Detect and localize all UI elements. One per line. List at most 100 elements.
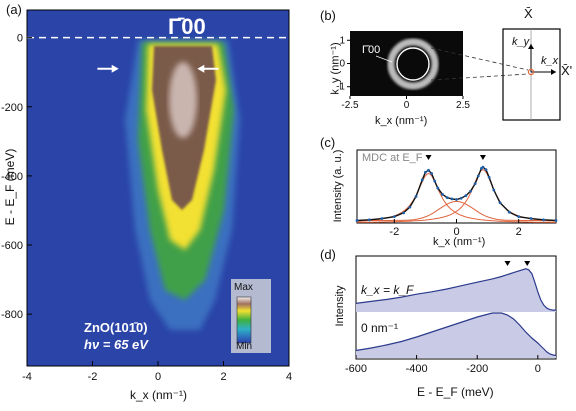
mdc-data-point xyxy=(392,215,396,219)
zoom-line-lower xyxy=(430,73,529,81)
kf-arrowhead-right xyxy=(197,64,205,73)
panel-c-xlabel: k_x (nm⁻¹) xyxy=(433,236,486,248)
mdc-data-point xyxy=(492,188,496,192)
edc-fill-0 xyxy=(356,268,556,312)
mdc-data-point xyxy=(487,175,491,179)
mdc-curves xyxy=(355,155,558,223)
panel-c: -2 0 2 xyxy=(355,149,558,238)
panel-d-ylabel: Intensity xyxy=(334,285,346,327)
edc-label-kf: k_x = k_F xyxy=(361,283,414,297)
fs-gamma-label: Γ̄00 xyxy=(362,44,381,56)
mdc-data-point xyxy=(420,178,424,182)
mdc-data-point xyxy=(430,172,434,175)
y-tick-label: 1 xyxy=(339,35,345,46)
panel-a-xlabel: k_x (nm⁻¹) xyxy=(130,388,187,402)
mdc-data-point xyxy=(554,219,558,222)
panel-a: -4 -2 0 2 4 0 -200 -400 -600 -800 xyxy=(1,9,292,383)
mdc-data-point xyxy=(424,170,427,174)
panel-c-ylabel: Intensity (a. u.) xyxy=(332,149,344,223)
colorbar-min-label: Min xyxy=(236,341,253,352)
sample-label: ZnO(101̄0) xyxy=(84,320,148,335)
kx-arrowhead xyxy=(551,69,556,75)
x-tick-label: 0 xyxy=(535,363,541,375)
bz-x-label: X̄ xyxy=(524,6,533,21)
mdc-data-point xyxy=(459,196,463,200)
panel-label-a: (a) xyxy=(6,2,22,17)
mdc-data-point xyxy=(433,179,437,183)
panel-b: -2.5 0 2.5 1 0 -1 xyxy=(336,28,561,121)
x-tick-label: 0 xyxy=(404,100,410,111)
bz-xprime-label: X̄' xyxy=(561,63,573,78)
panel-d-axes: -600 -400 -200 0 xyxy=(345,355,541,375)
x-tick-label: 2 xyxy=(516,226,522,238)
panel-c-axes: -2 0 2 xyxy=(389,219,522,238)
mdc-data-point xyxy=(517,215,521,219)
x-tick-label: 0 xyxy=(155,371,161,383)
x-tick-label: 2.5 xyxy=(456,100,470,111)
panel-a-axes: -4 -2 0 2 4 0 -200 -400 -600 -800 xyxy=(1,33,292,383)
mdc-data-point xyxy=(542,218,545,222)
edc-label-0: 0 nm⁻¹ xyxy=(361,321,399,335)
x-tick-label: -600 xyxy=(345,363,367,375)
mdc-data-point xyxy=(441,193,444,196)
mdc-data-point xyxy=(414,194,418,198)
mdc-data-point xyxy=(481,165,485,169)
mdc-data-point xyxy=(476,174,480,178)
mdc-legend: MDC at E_F xyxy=(362,152,423,164)
panel-label-c: (c) xyxy=(320,135,336,150)
edc-curves xyxy=(355,261,557,358)
photon-energy-label: hν = 65 eV xyxy=(84,337,148,352)
mdc-data-point xyxy=(355,219,359,222)
y-tick-label: -400 xyxy=(1,171,23,183)
fermi-surface-glow xyxy=(387,38,439,90)
kf-arrowhead-left xyxy=(111,64,119,73)
mdc-data-point xyxy=(380,217,384,220)
panel-label-d: (d) xyxy=(320,247,336,262)
x-tick-label: 0 xyxy=(453,226,459,238)
mdc-data-point xyxy=(408,205,412,209)
mdc-data-point xyxy=(402,211,406,215)
panel-b-axes: -2.5 0 2.5 1 0 -1 xyxy=(336,35,470,111)
edc-peak-marker xyxy=(504,261,511,266)
bz-kx-label: k_x xyxy=(541,55,559,67)
panel-label-b: (b) xyxy=(320,8,336,23)
mdc-data-point xyxy=(450,197,454,201)
mdc-data-point xyxy=(469,189,472,193)
edc-line-0 xyxy=(355,268,556,311)
y-tick-label: -1 xyxy=(336,82,345,93)
colorbar xyxy=(236,296,252,344)
mdc-data-point xyxy=(436,186,440,190)
panel-d-xlabel: E - E_F (meV) xyxy=(417,385,494,399)
y-tick-label: -600 xyxy=(1,240,23,252)
ky-arrowhead xyxy=(528,44,534,49)
y-tick-label: -200 xyxy=(1,102,23,114)
mdc-peak-marker xyxy=(425,155,432,160)
zoom-line-upper xyxy=(430,47,529,71)
edc-fill-1 xyxy=(356,313,556,358)
y-tick-label: 0 xyxy=(339,59,345,70)
x-tick-label: -2.5 xyxy=(341,100,359,111)
mdc-data-point xyxy=(473,182,477,186)
panel-a-ylabel: E - E_F (meV) xyxy=(3,148,17,226)
y-tick-label: -800 xyxy=(1,309,23,321)
bz-gamma-marker xyxy=(527,68,535,76)
mdc-data-point xyxy=(368,218,371,222)
colorbar-max-label: Max xyxy=(234,282,253,293)
x-tick-label: -2 xyxy=(389,226,399,238)
mdc-data-point xyxy=(445,196,449,200)
mdc-peak-marker xyxy=(479,155,486,160)
x-tick-label: -4 xyxy=(22,371,32,383)
band-intensity-map xyxy=(125,40,240,330)
mdc-data-point xyxy=(427,168,430,172)
x-tick-label: -400 xyxy=(406,363,428,375)
mdc-data-point xyxy=(498,201,502,205)
mdc-data-point xyxy=(529,217,533,220)
panel-d: -600 -400 -200 0 xyxy=(345,255,557,375)
mdc-data-point xyxy=(455,198,458,201)
fermi-surface-ring xyxy=(396,47,430,81)
x-tick-label: -2 xyxy=(88,371,98,383)
x-tick-label: 4 xyxy=(286,371,292,383)
kf-arrows xyxy=(97,64,219,73)
mdc-background xyxy=(357,200,556,221)
y-tick-label: 0 xyxy=(17,33,23,45)
